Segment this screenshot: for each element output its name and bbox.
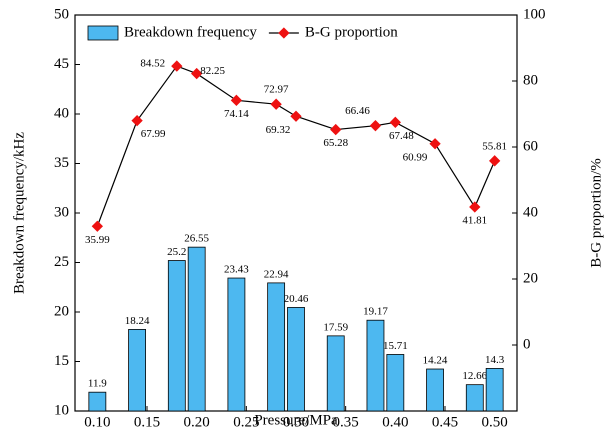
bar [426,368,444,412]
bar-value-label: 23.43 [224,264,249,276]
point [469,201,481,213]
bar-value-label: 26.55 [184,233,209,245]
bar [386,354,405,412]
point [91,220,104,232]
y2-tick-label: 60 [523,138,538,154]
line-value-label: 74.14 [224,108,249,120]
x-tick-label: 0.30 [283,414,309,430]
y2-axis-title: B-G proportion/% [588,158,604,268]
bar [187,246,206,412]
line-value-label: 82.25 [200,65,225,77]
x-tick-label: 0.20 [184,414,210,430]
x-axis-title: Pressure/MPa [254,412,338,428]
y-tick-label: 35 [54,155,69,171]
line-value-label: 60.99 [403,151,428,163]
bar [465,384,484,412]
bar-value-label: 25.2 [167,246,186,258]
y-axis-title: Breakdown frequency/kHz [11,132,27,294]
bar [366,319,385,412]
bar-value-label: 20.46 [284,293,309,305]
y2-tick-label: 40 [523,204,538,220]
point [330,123,342,136]
y-tick-label: 45 [54,56,69,72]
y2-tick-label: 0 [523,336,531,352]
bar-value-label: 17.59 [323,321,348,333]
bar-value-label: 14.3 [485,354,505,366]
line-value-label: 55.81 [482,140,507,152]
y2-tick-label: 80 [523,72,538,88]
point [131,114,143,127]
bar-value-label: 12.66 [462,370,487,382]
line-value-label: 67.48 [389,130,414,142]
bar [287,307,305,412]
point [369,120,382,132]
point [389,116,401,128]
point [429,138,441,150]
legend-swatch [87,25,119,41]
point [488,155,501,167]
bar [128,329,146,412]
point [270,98,282,110]
x-tick-label: 0.50 [482,414,508,430]
point [290,110,302,122]
y-tick-label: 20 [54,303,69,319]
line-value-label: 84.52 [140,58,165,70]
y2-tick-label: 100 [523,6,546,22]
y-tick-label: 40 [54,105,69,121]
y2-tick-label: 20 [523,270,538,286]
line-value-label: 35.99 [85,234,110,246]
point [171,60,183,72]
bar-value-label: 22.94 [264,268,289,280]
x-tick-label: 0.35 [333,414,359,430]
y-tick-label: 30 [54,204,69,220]
point [230,94,243,106]
x-tick-label: 0.45 [432,414,458,430]
line-value-label: 67.99 [141,128,166,140]
legend-swatch [278,27,290,39]
bar-value-label: 11.9 [88,378,107,390]
legend-label: Breakdown frequency [124,24,257,40]
y-tick-label: 25 [54,254,69,270]
x-tick-label: 0.15 [134,414,160,430]
bar-value-label: 18.24 [125,315,150,327]
y-tick-label: 15 [54,353,69,369]
line-value-label: 41.81 [462,215,487,227]
bar [88,391,107,412]
legend-label: B-G proportion [305,24,398,40]
y-tick-label: 50 [54,6,69,22]
bar [485,368,504,412]
line-value-label: 69.32 [266,124,291,136]
y-tick-label: 10 [54,402,69,418]
bar [267,282,286,412]
bar [167,260,186,412]
x-tick-label: 0.10 [84,414,110,430]
x-tick-label: 0.40 [382,414,408,430]
bar-value-label: 19.17 [363,306,388,318]
line-value-label: 65.28 [323,137,348,149]
line-value-label: 72.97 [264,84,289,96]
bar [326,335,345,412]
bar-value-label: 14.24 [423,355,448,367]
line-value-label: 66.46 [345,105,370,117]
bar-value-label: 15.71 [383,340,408,352]
bar [227,277,246,412]
x-tick-label: 0.25 [233,414,259,430]
